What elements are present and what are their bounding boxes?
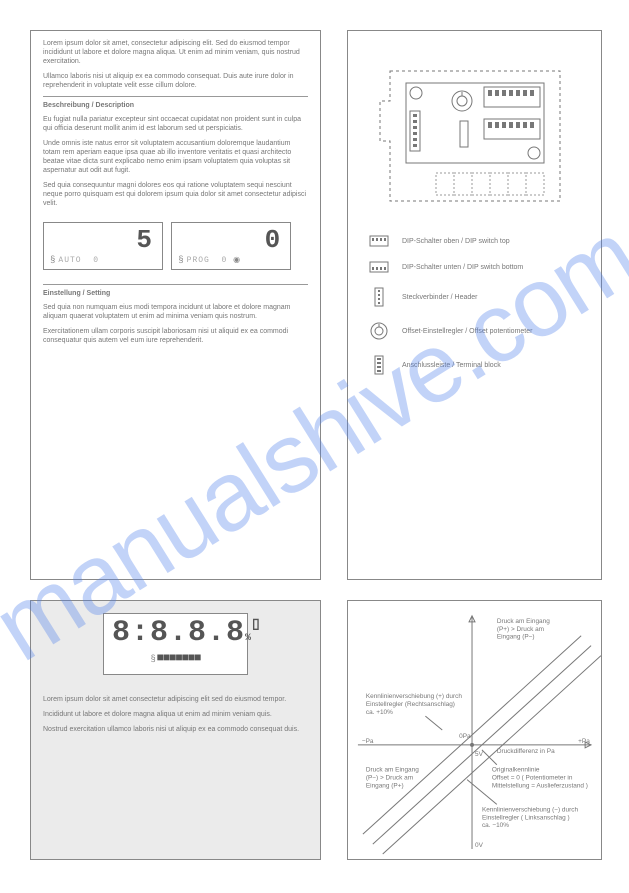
chart-label: 5V <box>475 751 484 758</box>
heading: Einstellung / Setting <box>43 289 308 298</box>
lcd-segments: 8:8.8.8%▯ <box>104 614 247 650</box>
sigma-icon: § <box>178 255 184 265</box>
chart-label: (P+) > Druck am <box>497 626 544 633</box>
offset-chart: Druck am Eingang (P+) > Druck am Eingang… <box>348 601 601 859</box>
sigma-icon: § <box>151 653 155 663</box>
chart-label: Offset = 0 ( Potentiometer in <box>492 775 573 782</box>
para: Unde omnis iste natus error sit voluptat… <box>43 139 308 175</box>
legend-label: Offset-Einstellregler / Offset potentiom… <box>402 327 532 336</box>
pcb-legend: DIP-Schalter oben / DIP switch top DIP-S… <box>366 235 601 377</box>
leader <box>425 716 442 730</box>
lcd-mode: AUTO <box>58 256 81 265</box>
lcd-mode-row: §PROG 0 ◉ <box>172 255 290 265</box>
legend-row: Steckverbinder / Header <box>366 287 601 309</box>
lcd-extra-icon: ▯ <box>252 617 261 633</box>
lcd-mode-row: §AUTO 0 <box>44 255 162 265</box>
panel-text-main: Lorem ipsum dolor sit amet, consectetur … <box>30 30 321 580</box>
para: Eu fugiat nulla pariatur excepteur sint … <box>43 115 308 133</box>
lcd-blocks: ■■■■■■■ <box>157 650 201 664</box>
para: Nostrud exercitation ullamco laboris nis… <box>43 725 308 734</box>
para: Lorem ipsum dolor sit amet, consectetur … <box>43 39 308 66</box>
lcd-digits: 0 <box>172 223 290 255</box>
chart-label: Kennlinienverschiebung (+) durch <box>366 693 463 700</box>
terminal-icon <box>366 355 392 377</box>
legend-label: Steckverbinder / Header <box>402 293 477 302</box>
chart-label: Druck am Eingang <box>366 767 419 774</box>
chart-label: Eingang (P+) <box>366 783 404 790</box>
header-mid <box>460 121 468 147</box>
lcd-suffix: 0 <box>93 256 99 265</box>
chart-label: +Pa <box>578 738 590 745</box>
divider <box>43 96 308 97</box>
chart-label: 0V <box>475 842 484 849</box>
chart-label: Originalkennlinie <box>492 767 540 774</box>
lcd-digits: 5 <box>44 223 162 255</box>
terminal-row <box>436 173 544 195</box>
para: Sed quia non numquam eius modi tempora i… <box>43 303 308 321</box>
dip-icon <box>366 261 392 275</box>
lcd-display-auto: 5 §AUTO 0 <box>43 222 163 270</box>
pcb-diagram <box>370 51 580 211</box>
legend-label: DIP-Schalter unten / DIP switch bottom <box>402 263 523 272</box>
chart-label: Eingang (P−) <box>497 634 535 641</box>
panel-lcd-detail: 8:8.8.8%▯ §■■■■■■■ Lorem ipsum dolor sit… <box>30 600 321 860</box>
para: Sed quia consequuntur magni dolores eos … <box>43 181 308 208</box>
hole-icon <box>528 147 540 159</box>
chart-label: Einstellregler ( Linksanschlag ) <box>482 814 570 821</box>
para: Exercitationem ullam corporis suscipit l… <box>43 327 308 345</box>
panel-pcb: DIP-Schalter oben / DIP switch top DIP-S… <box>347 30 602 580</box>
pcb-svg <box>370 51 580 211</box>
chart-label: 0Pa <box>459 733 471 740</box>
header-icon <box>366 287 392 309</box>
para: Ullamco laboris nisi ut aliquip ex ea co… <box>43 72 308 90</box>
lcd-display-large: 8:8.8.8%▯ §■■■■■■■ <box>103 613 248 675</box>
origin-dot <box>470 743 474 747</box>
chart-label: −Pa <box>362 738 374 745</box>
legend-label: DIP-Schalter oben / DIP switch top <box>402 237 510 246</box>
legend-row: DIP-Schalter unten / DIP switch bottom <box>366 261 601 275</box>
chart-label: Druckdifferenz in Pa <box>497 748 555 755</box>
panel-chart: Druck am Eingang (P+) > Druck am Eingang… <box>347 600 602 860</box>
heading: Beschreibung / Description <box>43 101 308 110</box>
para: Lorem ipsum dolor sit amet consectetur a… <box>43 695 308 704</box>
dip-icon <box>366 235 392 249</box>
percent-icon: % <box>245 633 252 644</box>
chart-label: ca. −10% <box>482 822 509 829</box>
lcd-digits: 8:8.8.8 <box>112 616 245 650</box>
hole-icon <box>410 87 422 99</box>
chart-label: ca. +10% <box>366 709 393 716</box>
chart-label: Einstellregler (Rechtsanschlag) <box>366 701 455 708</box>
legend-label: Anschlussleiste / Terminal block <box>402 361 501 370</box>
legend-row: DIP-Schalter oben / DIP switch top <box>366 235 601 249</box>
lcd-display-prog: 0 §PROG 0 ◉ <box>171 222 291 270</box>
potentiometer-knob-icon <box>457 96 467 106</box>
lcd-suffix: 0 <box>221 256 227 265</box>
cursor-icon: ◉ <box>233 256 241 265</box>
divider <box>43 284 308 285</box>
lcd-sub-row: §■■■■■■■ <box>104 650 247 664</box>
chart-label: Druck am Eingang <box>497 618 550 625</box>
para: Incididunt ut labore et dolore magna ali… <box>43 710 308 719</box>
chart-label: Kennlinienverschiebung (−) durch <box>482 806 579 813</box>
lcd-mode: PROG <box>187 256 210 265</box>
chart-label: Mittelstellung = Auslieferzustand ) <box>492 783 588 790</box>
sigma-icon: § <box>50 255 56 265</box>
legend-row: Anschlussleiste / Terminal block <box>366 355 601 377</box>
legend-row: Offset-Einstellregler / Offset potentiom… <box>366 321 601 343</box>
chart-label: (P−) > Druck am <box>366 775 413 782</box>
potentiometer-icon <box>366 321 392 343</box>
